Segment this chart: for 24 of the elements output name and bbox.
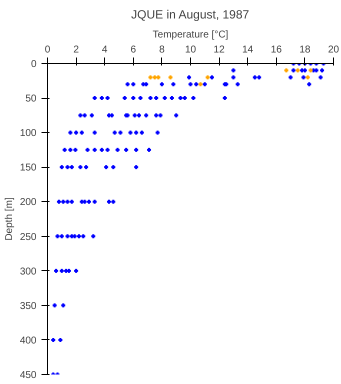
x-tick-label: 6: [130, 44, 137, 56]
x-tick-label: 16: [270, 44, 282, 56]
y-tick-label: 450: [20, 370, 37, 381]
x-tick-label: 18: [299, 44, 311, 56]
x-tick-label: 14: [242, 44, 254, 56]
y-tick-label: 100: [20, 128, 37, 140]
y-tick-label: 250: [20, 232, 37, 243]
x-tick-label: 8: [159, 44, 166, 56]
x-tick-label: 2: [73, 44, 80, 56]
y-tick-label: 0: [30, 59, 37, 70]
y-tick-label: 300: [20, 266, 37, 278]
y-tick-label: 150: [20, 162, 37, 174]
y-axis-title: Depth [m]: [4, 197, 15, 241]
x-tick-label: 0: [44, 44, 51, 56]
y-tick-label: 350: [20, 300, 37, 312]
x-tick-label: 10: [184, 44, 196, 56]
x-tick-label: 12: [214, 44, 226, 56]
chart-title: JQUE in August, 1987: [131, 8, 250, 22]
x-tick-label: 4: [102, 44, 108, 56]
y-tick-label: 50: [25, 94, 37, 105]
x-tick-label: 20: [328, 44, 340, 56]
y-tick-label: 200: [20, 197, 37, 208]
x-axis-title: Temperature [°C]: [152, 30, 229, 40]
y-tick-label: 400: [20, 335, 37, 346]
